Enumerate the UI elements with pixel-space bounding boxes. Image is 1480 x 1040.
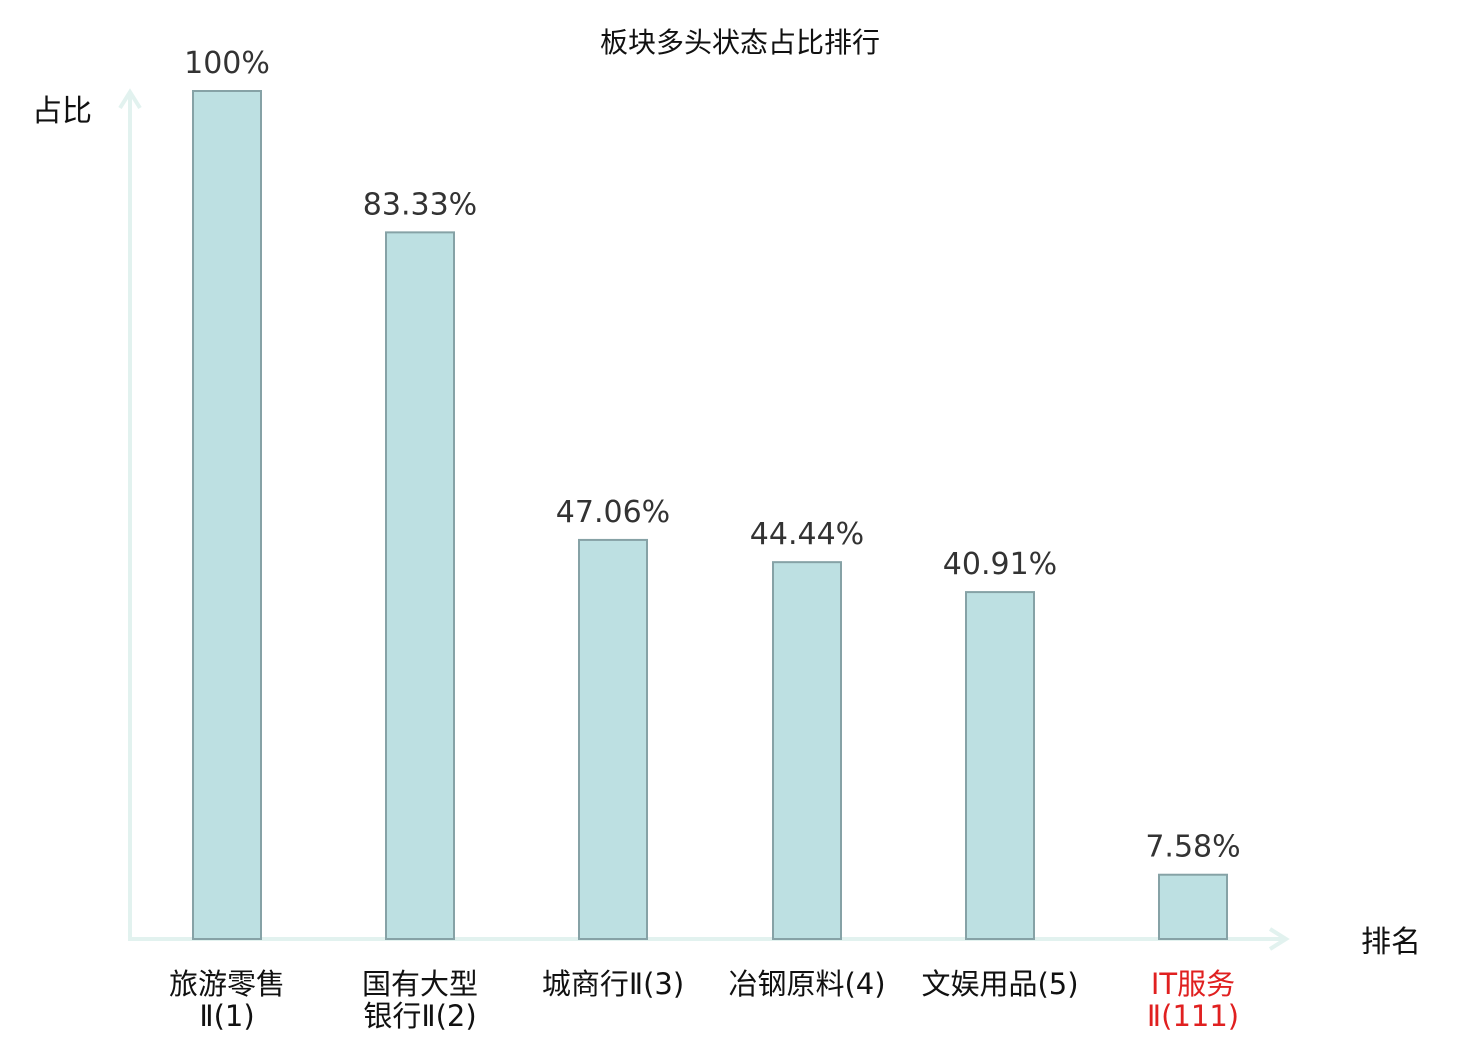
x-tick-label: 旅游零售 bbox=[169, 967, 285, 1001]
x-axis-label: 排名 bbox=[1361, 925, 1421, 960]
x-tick-label: IT服务 bbox=[1151, 967, 1235, 1001]
y-axis-label: 占比 bbox=[32, 94, 92, 129]
x-tick-label: 冶钢原料(4) bbox=[728, 967, 885, 1001]
x-tick-label: 城商行Ⅱ(3) bbox=[542, 967, 684, 1001]
x-tick-label: 银行Ⅱ(2) bbox=[363, 999, 476, 1033]
bar-value-label: 44.44% bbox=[750, 517, 864, 552]
bar-value-label: 83.33% bbox=[363, 187, 477, 222]
bar bbox=[385, 231, 455, 941]
bar-value-label: 100% bbox=[184, 46, 270, 81]
x-tick-label: Ⅱ(111) bbox=[1147, 999, 1239, 1033]
bar bbox=[578, 538, 648, 940]
bar-value-label: 40.91% bbox=[943, 547, 1057, 582]
bar bbox=[772, 561, 842, 940]
x-tick-label: 文娱用品(5) bbox=[921, 967, 1078, 1001]
bar-value-label: 7.58% bbox=[1145, 830, 1240, 865]
bar bbox=[1158, 873, 1228, 941]
x-axis-arrow bbox=[1268, 927, 1290, 951]
chart-title: 板块多头状态占比排行 bbox=[600, 26, 880, 59]
x-tick-label: Ⅱ(1) bbox=[199, 999, 254, 1033]
x-tick-label: 国有大型 bbox=[362, 967, 478, 1001]
bar bbox=[965, 591, 1035, 940]
y-axis-arrow bbox=[118, 88, 142, 110]
bar-value-label: 47.06% bbox=[556, 495, 670, 530]
bar bbox=[192, 90, 262, 940]
